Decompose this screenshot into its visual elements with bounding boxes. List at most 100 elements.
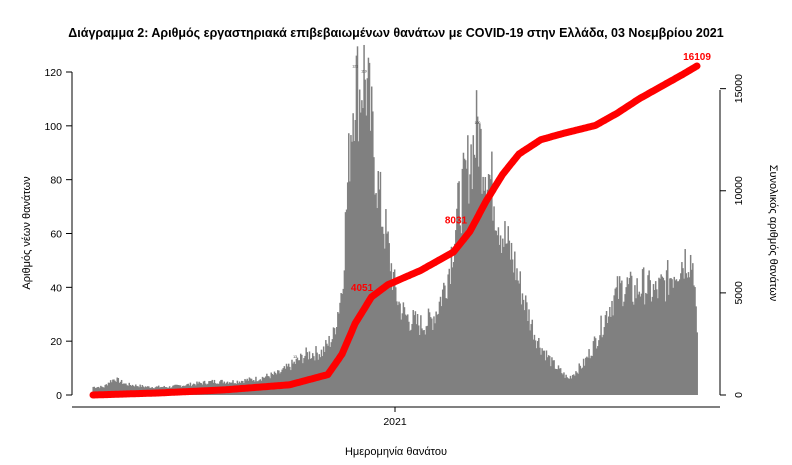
bar-day-21 — [115, 381, 117, 395]
bar-day-264 — [380, 226, 383, 395]
right-tick-label-2: 10000 — [733, 176, 745, 205]
bar-day-251 — [366, 78, 369, 395]
bar-day-480 — [616, 276, 619, 395]
bar-day-256 — [372, 111, 374, 396]
bar-day-445 — [578, 363, 580, 395]
bar-day-358 — [483, 190, 485, 395]
bar-day-380 — [507, 226, 509, 395]
bar-day-446 — [579, 365, 582, 395]
bar-day-436 — [568, 378, 571, 395]
bar-day-368 — [494, 230, 496, 395]
x-tick-label-2021: 2021 — [383, 416, 407, 428]
bar-day-459 — [593, 336, 596, 395]
bar-day-266 — [382, 233, 385, 395]
bar-day-235 — [349, 181, 351, 395]
bar-day-499 — [637, 294, 639, 395]
bar-day-452 — [586, 356, 588, 395]
bar-day-318 — [439, 296, 442, 395]
bar-day-376 — [503, 246, 505, 395]
bar-day-473 — [609, 307, 611, 395]
bar-day-22 — [116, 377, 118, 395]
bar-day-305 — [425, 326, 428, 395]
bar-day-352 — [476, 116, 479, 396]
peak-label-0: 121 — [352, 64, 358, 68]
left-y-axis-title: Αριθμός νέων θανάτων — [21, 176, 33, 290]
bar-day-224 — [337, 312, 339, 395]
bar-day-360 — [485, 202, 488, 395]
bar-day-456 — [590, 355, 593, 395]
bar-day-541 — [683, 278, 685, 395]
bar-day-372 — [498, 244, 501, 395]
bar-day-439 — [571, 374, 574, 395]
bar-day-399 — [528, 309, 530, 395]
bar-day-183 — [292, 363, 294, 395]
bar-day-493 — [630, 275, 633, 395]
bar-day-4 — [96, 387, 99, 395]
bar-day-242 — [356, 46, 359, 395]
bar-day-198 — [308, 351, 311, 395]
bar-day-296 — [415, 324, 418, 395]
bar-day-535 — [676, 281, 679, 395]
bar-day-527 — [668, 294, 670, 395]
bar-day-241 — [355, 55, 358, 395]
bar-day-416 — [546, 357, 549, 395]
bar-day-508 — [647, 275, 649, 395]
bar-day-272 — [389, 271, 392, 395]
bar-day-211 — [322, 346, 325, 395]
bar-day-427 — [558, 368, 561, 395]
bar-day-254 — [369, 130, 372, 395]
bar-day-175 — [283, 366, 286, 395]
bar-day-193 — [303, 358, 305, 395]
bar-day-248 — [363, 44, 365, 396]
bar-day-379 — [506, 243, 508, 395]
bar-day-189 — [298, 360, 301, 395]
bar-day-36 — [131, 384, 134, 395]
bar-day-227 — [340, 293, 342, 395]
left-tick-label-4: 80 — [50, 175, 62, 187]
bar-day-31 — [126, 385, 128, 395]
bar-day-432 — [564, 377, 566, 395]
bar-day-332 — [455, 230, 457, 395]
bar-day-389 — [517, 280, 519, 395]
bar-day-340 — [463, 158, 466, 395]
bar-day-282 — [400, 319, 402, 395]
bar-day-239 — [353, 140, 355, 395]
bar-day-233 — [346, 182, 349, 395]
bar-day-213 — [325, 340, 327, 395]
bar-day-449 — [582, 358, 585, 395]
bar-day-430 — [562, 374, 564, 395]
bar-day-292 — [411, 323, 413, 395]
bar-day-344 — [468, 203, 470, 395]
bar-day-265 — [381, 226, 384, 395]
bar-day-311 — [432, 329, 434, 395]
bar-day-230 — [343, 270, 346, 395]
cumulative-line-layer — [89, 62, 701, 399]
bar-day-228 — [341, 293, 343, 395]
bar-day-443 — [576, 372, 578, 395]
bar-day-469 — [604, 315, 607, 395]
bar-day-531 — [672, 287, 674, 395]
bar-day-185 — [294, 363, 297, 395]
bar-day-359 — [484, 177, 487, 395]
bar-day-273 — [390, 263, 393, 395]
left-tick-label-3: 60 — [50, 229, 62, 241]
bar-day-297 — [416, 314, 419, 395]
bar-day-409 — [539, 347, 541, 395]
bar-day-419 — [550, 366, 552, 395]
bar-day-552 — [695, 306, 697, 395]
bar-day-349 — [473, 154, 476, 395]
bar-day-517 — [657, 298, 659, 395]
bar-day-497 — [635, 298, 637, 395]
bar-day-247 — [362, 108, 364, 396]
bar-day-261 — [377, 171, 380, 395]
bar-day-420 — [551, 357, 553, 395]
bar-day-545 — [687, 272, 690, 395]
bar-day-291 — [410, 329, 412, 395]
bar-day-191 — [301, 354, 303, 395]
bar-day-403 — [532, 339, 535, 395]
bar-day-237 — [351, 141, 353, 395]
bar-day-20 — [114, 380, 116, 395]
bar-day-19 — [113, 379, 115, 395]
bar-day-347 — [471, 189, 473, 395]
bar-day-23 — [117, 378, 120, 395]
